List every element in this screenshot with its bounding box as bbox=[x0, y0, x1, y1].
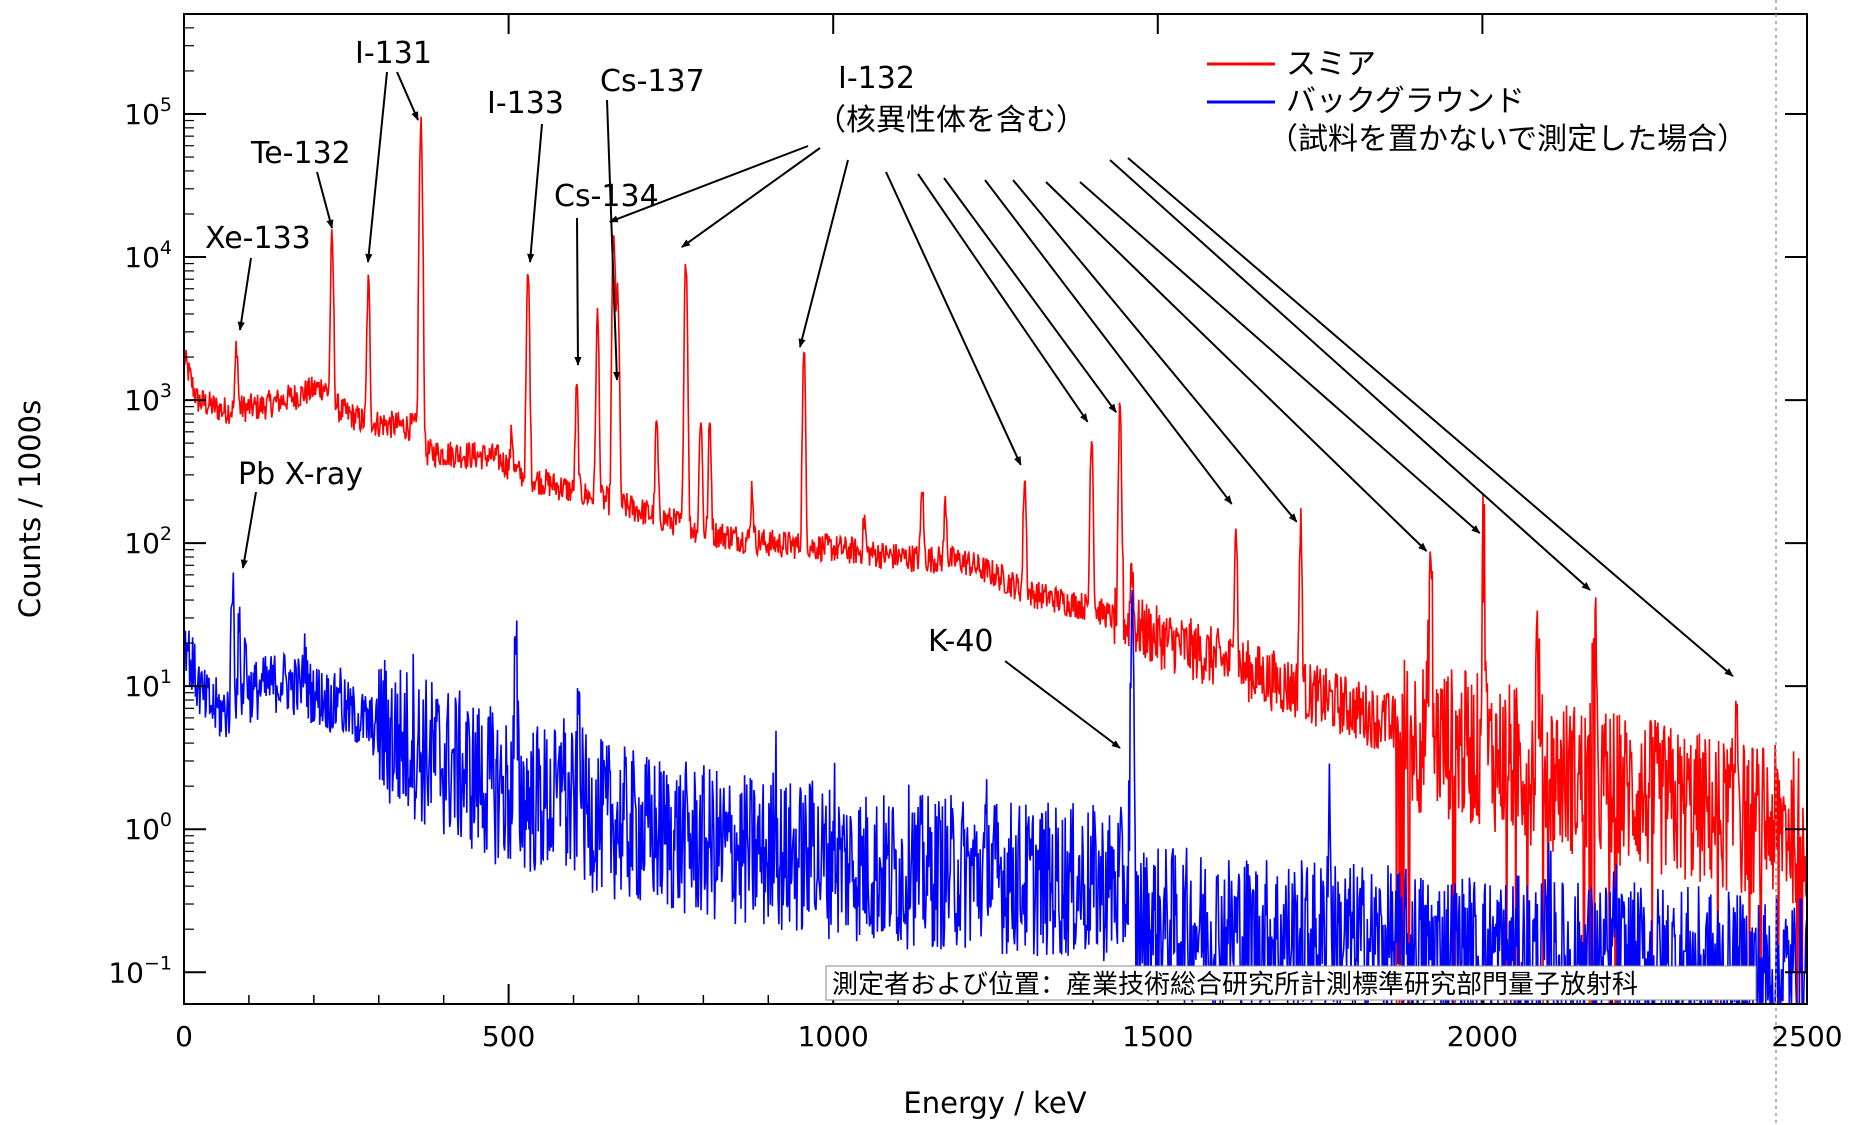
y-tick-label-5: 104 bbox=[124, 237, 172, 274]
x-tick-label-500: 500 bbox=[482, 1020, 535, 1053]
arrow-i-132-9 bbox=[1079, 181, 1481, 534]
y-tick-label-6: 105 bbox=[124, 94, 172, 131]
legend-label-background: バックグラウンド bbox=[1286, 84, 1525, 119]
label-i-132-note: （核異性体を含む） bbox=[816, 103, 1086, 138]
arrow-i-133 bbox=[527, 123, 543, 263]
arrow-i-132-2 bbox=[798, 159, 849, 348]
series-line-background bbox=[184, 572, 1807, 1004]
y-axis-title: Counts / 1000s bbox=[13, 400, 47, 618]
label-i-132: I-132 bbox=[838, 61, 915, 96]
arrow-i-132-11 bbox=[1127, 157, 1734, 677]
label-te-132: Te-132 bbox=[250, 136, 351, 171]
x-tick-label-1500: 1500 bbox=[1122, 1020, 1193, 1053]
arrow-i-132-4 bbox=[917, 173, 1089, 423]
arrow-xe-133 bbox=[237, 257, 252, 331]
label-xe-133: Xe-133 bbox=[205, 221, 311, 256]
y-tick-label-3: 102 bbox=[124, 523, 172, 560]
arrow-i-132-6 bbox=[984, 179, 1233, 505]
arrow-i-132-10 bbox=[1109, 159, 1591, 591]
credit-text: 測定者および位置：産業技術総合研究所計測標準研究部門量子放射科 bbox=[832, 970, 1638, 1000]
arrow-i-132-7 bbox=[1012, 179, 1298, 523]
label-cs-134: Cs-134 bbox=[554, 179, 659, 214]
label-i-131: I-131 bbox=[355, 36, 432, 71]
arrow-pb-x-ray bbox=[240, 491, 257, 569]
arrow-i-132-8 bbox=[1045, 181, 1428, 552]
arrow-i-132-0 bbox=[608, 145, 809, 223]
arrow-i-132-3 bbox=[885, 171, 1022, 466]
x-tick-label-1000: 1000 bbox=[798, 1020, 869, 1053]
arrows-i-132 bbox=[608, 145, 1734, 677]
arrow-i-131-a bbox=[365, 71, 388, 263]
arrow-te-132 bbox=[316, 171, 334, 229]
series-line-smear bbox=[184, 116, 1807, 1004]
label-cs-137: Cs-137 bbox=[600, 64, 705, 99]
legend-label-background-note: （試料を置かないで測定した場合） bbox=[1268, 122, 1747, 157]
arrow-i-132-5 bbox=[943, 177, 1117, 413]
x-tick-label-2000: 2000 bbox=[1447, 1020, 1518, 1053]
y-tick-label-1: 100 bbox=[124, 809, 172, 846]
x-tick-label-0: 0 bbox=[175, 1020, 193, 1053]
label-k-40: K-40 bbox=[928, 624, 994, 659]
y-tick-label-2: 101 bbox=[124, 666, 172, 703]
credit-box-bg bbox=[825, 965, 1757, 1001]
plot-frame bbox=[183, 13, 1808, 1005]
label-pb-x-ray: Pb X-ray bbox=[238, 457, 363, 492]
arrow-cs-137 bbox=[606, 99, 621, 381]
legend: スミア バックグラウンド （試料を置かないで測定した場合） bbox=[1207, 47, 1747, 157]
y-tick-label-0: 10−1 bbox=[108, 952, 172, 989]
y-tick-label-4: 103 bbox=[124, 380, 172, 417]
arrow-cs-134 bbox=[574, 217, 582, 366]
x-axis-title: Energy / keV bbox=[903, 1086, 1086, 1120]
legend-label-smear: スミア bbox=[1286, 47, 1376, 82]
arrow-i-132-1 bbox=[681, 147, 821, 248]
arrow-k-40 bbox=[1004, 660, 1121, 749]
annotations: Xe-133 Te-132 I-131 I-133 Cs-134 Cs-137 … bbox=[205, 36, 1734, 749]
label-i-133: I-133 bbox=[487, 86, 564, 121]
arrow-i-131-b bbox=[396, 71, 419, 121]
axis-ticks: 0 500 1000 1500 2000 2500 10−1 100 101 102 103 104 1… bbox=[108, 13, 1843, 1053]
x-tick-label-2500: 2500 bbox=[1771, 1020, 1842, 1053]
series-layer bbox=[184, 116, 1807, 1004]
